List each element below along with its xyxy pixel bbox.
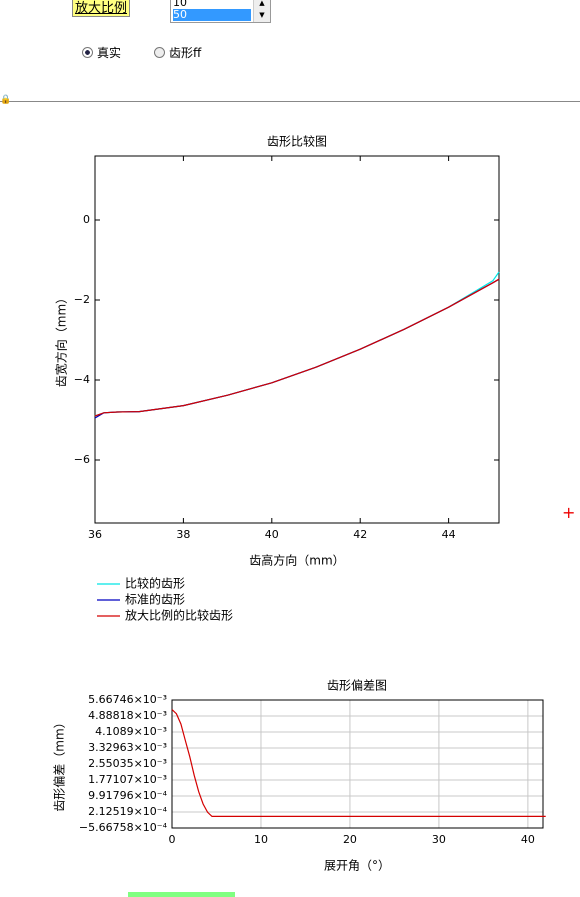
radio[interactable]: 齿形ff <box>154 44 201 61</box>
y-tick-label: 2.55035×10⁻³ <box>88 757 167 770</box>
series-line <box>171 709 546 818</box>
x-axis-label: 齿高方向（mm） <box>249 553 344 568</box>
y-axis-label: 齿宽方向（mm） <box>54 292 69 387</box>
region-divider <box>0 101 580 102</box>
y-tick-label: 4.88818×10⁻³ <box>88 709 167 722</box>
y-tick-label: 4.1089×10⁻³ <box>95 725 167 738</box>
scrollbar[interactable]: ▲ ▼ <box>253 0 270 22</box>
list-item-selected[interactable]: 50 <box>173 9 251 21</box>
x-tick-label: 40 <box>265 528 279 541</box>
y-tick-label: 3.32963×10⁻³ <box>88 741 167 754</box>
x-tick-label: 42 <box>353 528 367 541</box>
x-tick-label: 40 <box>521 833 535 846</box>
green-region <box>128 892 235 897</box>
cursor-cross: + <box>562 503 576 522</box>
y-tick-label: 9.91796×10⁻⁴ <box>88 789 168 802</box>
plot-frame <box>94 155 500 524</box>
x-tick-label: 36 <box>88 528 102 541</box>
chart-title: 齿形比较图 <box>267 134 327 149</box>
x-tick-label: 20 <box>343 833 357 846</box>
y-tick-label: 5.66746×10⁻³ <box>88 693 167 706</box>
radio-dot[interactable] <box>82 47 93 58</box>
x-tick-label: 10 <box>254 833 268 846</box>
radio-label[interactable]: 真实 <box>97 46 122 60</box>
plot-frame <box>171 699 544 829</box>
series-line <box>94 278 500 419</box>
listbox[interactable]: 10 50 ▲ ▼ <box>170 0 271 23</box>
y-tick-label: −4 <box>74 373 90 386</box>
y-tick-label: 0 <box>83 213 90 226</box>
y-tick-label: 2.12519×10⁻⁴ <box>88 805 168 818</box>
y-tick-label: −5.66758×10⁻⁴ <box>79 821 168 834</box>
legend-label: 放大比例的比较齿形 <box>125 608 233 623</box>
chart-title: 齿形偏差图 <box>327 678 387 693</box>
x-tick-label: 44 <box>442 528 456 541</box>
legend-label: 比较的齿形 <box>125 576 185 591</box>
lock-icon[interactable]: 🔒 <box>0 95 12 105</box>
y-tick-label: 1.77107×10⁻³ <box>88 773 167 786</box>
legend-label: 标准的齿形 <box>125 592 185 607</box>
y-tick-label: −2 <box>74 293 90 306</box>
radio-label[interactable]: 齿形ff <box>169 46 202 60</box>
series-line <box>94 278 500 417</box>
y-tick-label: −6 <box>74 453 90 466</box>
x-tick-label: 0 <box>169 833 176 846</box>
x-tick-label: 30 <box>432 833 446 846</box>
zoom-label: 放大比例 <box>72 0 131 17</box>
y-axis-label: 齿形偏差（mm） <box>52 716 67 811</box>
x-axis-label: 展开角（°） <box>324 859 390 873</box>
radio-dot[interactable] <box>154 47 165 58</box>
list-item[interactable]: 10 <box>173 0 187 9</box>
series-line <box>94 271 500 417</box>
radio[interactable]: 真实 <box>82 44 121 61</box>
x-tick-label: 38 <box>176 528 190 541</box>
